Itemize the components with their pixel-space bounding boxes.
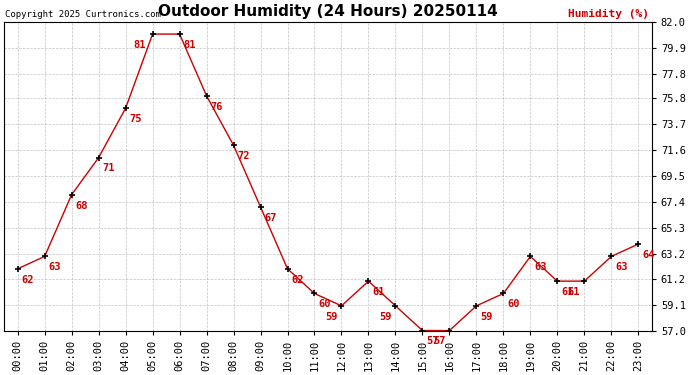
Text: Copyright 2025 Curtronics.com: Copyright 2025 Curtronics.com [6, 10, 161, 19]
Text: 63: 63 [535, 262, 547, 272]
Text: 61: 61 [373, 287, 385, 297]
Text: 57: 57 [426, 336, 439, 346]
Text: 75: 75 [130, 114, 142, 124]
Text: 71: 71 [103, 164, 115, 174]
Text: 67: 67 [265, 213, 277, 223]
Text: 62: 62 [22, 274, 34, 285]
Text: 76: 76 [210, 102, 224, 112]
Text: 63: 63 [49, 262, 61, 272]
Text: 59: 59 [480, 312, 493, 322]
Text: 60: 60 [508, 299, 520, 309]
Text: 59: 59 [325, 312, 337, 322]
Text: 61: 61 [568, 287, 580, 297]
Text: 59: 59 [379, 312, 391, 322]
Title: Outdoor Humidity (24 Hours) 20250114: Outdoor Humidity (24 Hours) 20250114 [158, 4, 498, 19]
Text: 64: 64 [642, 250, 655, 260]
Text: 61: 61 [562, 287, 574, 297]
Text: 62: 62 [292, 274, 304, 285]
Text: 72: 72 [238, 151, 250, 161]
Text: 60: 60 [319, 299, 331, 309]
Text: Humidity (%): Humidity (%) [568, 9, 649, 19]
Text: 68: 68 [76, 201, 88, 210]
Text: 63: 63 [615, 262, 628, 272]
Text: 81: 81 [133, 40, 146, 50]
Text: 81: 81 [184, 40, 196, 50]
Text: 57: 57 [433, 336, 445, 346]
